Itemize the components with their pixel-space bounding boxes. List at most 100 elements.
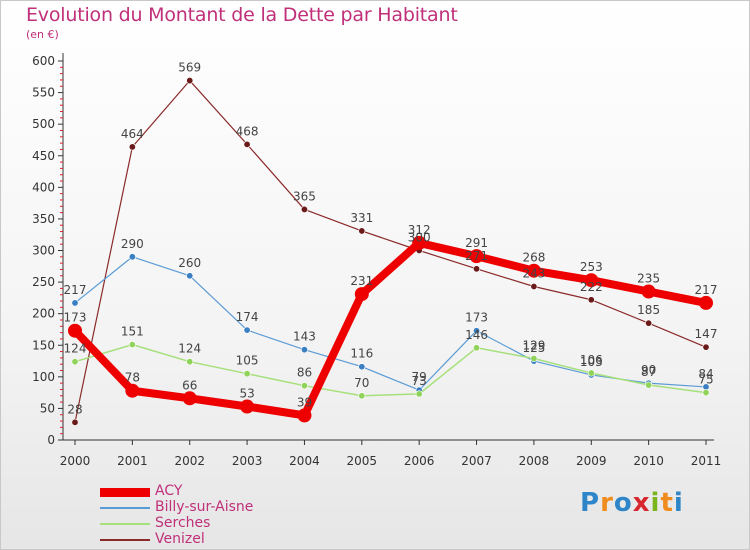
logo-letter: r [600,488,614,518]
x-tick-label: 2008 [519,454,550,468]
data-point-acy [68,323,82,338]
y-tick-label: 0 [47,433,55,447]
data-label: 173 [64,311,87,325]
proxiti-logo: Proxiti [580,488,684,518]
x-tick-label: 2006 [404,454,435,468]
data-point-venizel [243,140,251,148]
data-point-serches [358,392,366,400]
data-point-acy [526,263,541,278]
data-label: 217 [695,283,718,297]
data-point-serches [300,382,308,390]
data-label: 173 [465,311,488,325]
data-label: 124 [178,342,201,356]
data-label: 222 [580,280,603,294]
data-label: 103 [580,355,603,369]
legend-swatch [100,487,150,497]
data-label: 116 [350,347,373,361]
data-label: 75 [698,373,713,387]
data-label: 243 [522,267,545,281]
data-point-venizel [530,283,538,291]
logo-letter: i [673,488,684,518]
legend-label: Billy-sur-Aisne [155,499,254,515]
data-point-serches [243,370,251,378]
legend-item: Serches [100,515,320,532]
data-label: 260 [178,256,201,270]
data-point-venizel [300,205,308,213]
data-label: 291 [465,236,488,250]
legend-swatch [100,507,150,509]
y-tick-label: 250 [32,275,55,289]
series-line-venizel [74,79,707,423]
data-label: 174 [236,310,259,324]
data-label: 78 [125,371,140,385]
data-label: 86 [297,366,312,380]
y-tick-label: 300 [32,244,55,258]
data-label: 87 [641,365,656,379]
data-label: 464 [121,127,144,141]
y-tick-label: 500 [32,117,55,131]
data-label: 365 [293,189,316,203]
data-point-acy [699,295,713,310]
logo-letter: x [632,488,651,518]
data-label: 185 [637,303,660,317]
data-point-venizel [473,265,481,273]
data-label: 124 [64,342,87,356]
legend-swatch [100,523,150,525]
series-line-billy-sur-aisne [74,256,707,391]
data-label: 125 [522,341,545,355]
data-label: 331 [350,211,373,225]
data-point-serches [415,390,423,398]
data-point-serches [645,381,653,389]
data-point-serches [530,355,538,363]
data-point-acy [182,391,197,406]
data-label: 66 [182,378,197,392]
data-label: 268 [522,251,545,265]
data-point-venizel [358,227,366,235]
y-tick-label: 150 [32,338,55,352]
data-label: 235 [637,272,660,286]
data-label: 53 [239,387,254,401]
x-tick-label: 2007 [461,454,492,468]
x-tick-label: 2011 [691,454,722,468]
data-label: 312 [408,223,431,237]
y-tick-label: 550 [32,86,55,100]
data-label: 79 [412,370,427,384]
data-point-venizel [71,418,79,426]
data-point-acy [584,273,599,288]
data-point-billy-sur-aisne [358,363,366,371]
data-label: 231 [350,274,373,288]
legend-label: ACY [155,483,183,499]
data-label: 129 [522,339,545,353]
data-label: 290 [121,237,144,251]
data-label: 106 [580,353,603,367]
data-point-serches [186,358,194,366]
data-point-acy [354,287,369,302]
data-label: 84 [698,367,713,381]
x-tick-label: 2005 [347,454,378,468]
data-point-acy [641,284,656,299]
y-tick-label: 350 [32,212,55,226]
x-tick-label: 2003 [232,454,263,468]
x-tick-label: 2004 [289,454,320,468]
data-point-billy-sur-aisne [243,326,251,334]
y-tick-label: 400 [32,180,55,194]
y-tick-label: 600 [32,54,55,68]
y-tick-label: 200 [32,307,55,321]
x-tick-label: 2009 [576,454,607,468]
data-label: 569 [178,61,201,75]
data-label: 468 [236,124,259,138]
data-point-acy [125,383,140,398]
data-label: 70 [354,376,369,390]
data-label: 300 [408,231,431,245]
data-label: 28 [67,402,82,416]
data-point-acy [240,399,255,414]
data-point-billy-sur-aisne [71,299,79,307]
data-label: 73 [412,374,427,388]
legend-item: ACY [100,483,320,500]
data-point-serches [702,389,710,397]
data-point-serches [71,358,79,366]
x-tick-label: 2010 [633,454,664,468]
legend-label: Venizel [155,531,205,547]
series-line-acy [71,238,710,420]
